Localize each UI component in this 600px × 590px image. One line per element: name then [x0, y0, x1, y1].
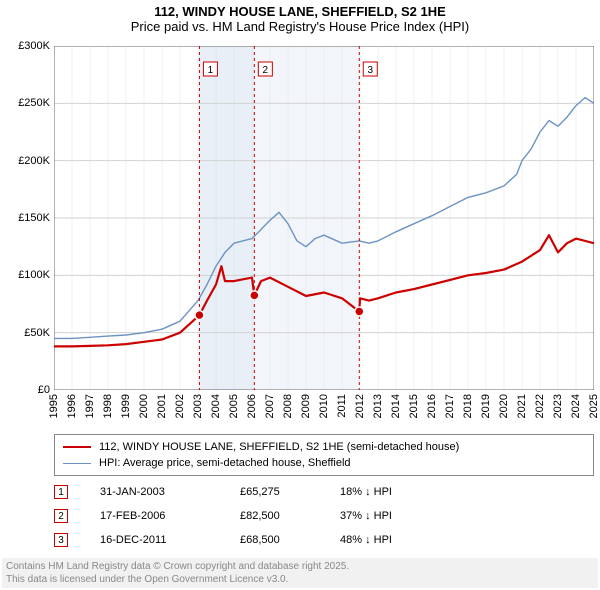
title-line1: 112, WINDY HOUSE LANE, SHEFFIELD, S2 1HE	[0, 4, 600, 19]
marker-pct: 37% ↓ HPI	[340, 510, 460, 522]
x-tick-label: 2013	[372, 394, 384, 418]
y-tick-label: £50K	[24, 327, 50, 339]
marker-price: £82,500	[240, 510, 340, 522]
legend-swatch	[63, 463, 91, 464]
marker-number-box: 2	[54, 509, 68, 523]
x-tick-label: 2019	[480, 394, 492, 418]
y-tick-label: £300K	[18, 40, 50, 52]
x-tick-label: 2024	[570, 394, 582, 418]
x-tick-label: 2020	[498, 394, 510, 418]
x-tick-label: 2017	[444, 394, 456, 418]
marker-pct: 48% ↓ HPI	[340, 534, 460, 546]
x-tick-label: 1997	[84, 394, 96, 418]
x-tick-label: 2003	[192, 394, 204, 418]
marker-price: £68,500	[240, 534, 340, 546]
marker-row: 3 16-DEC-2011£68,50048% ↓ HPI	[46, 528, 594, 552]
x-tick-label: 2000	[138, 394, 150, 418]
title-line2: Price paid vs. HM Land Registry's House …	[0, 19, 600, 34]
attribution-line2: This data is licensed under the Open Gov…	[6, 574, 288, 585]
marker-number-box: 1	[54, 485, 68, 499]
legend: 112, WINDY HOUSE LANE, SHEFFIELD, S2 1HE…	[54, 434, 594, 476]
x-tick-label: 2002	[174, 394, 186, 418]
legend-swatch	[63, 446, 91, 448]
x-tick-label: 2016	[426, 394, 438, 418]
marker-table: 1 31-JAN-2003£65,27518% ↓ HPI 2 17-FEB-2006…	[46, 480, 594, 552]
marker-row: 1 31-JAN-2003£65,27518% ↓ HPI	[46, 480, 594, 504]
legend-row: 112, WINDY HOUSE LANE, SHEFFIELD, S2 1HE…	[63, 439, 585, 455]
marker-number-box: 3	[54, 533, 68, 547]
marker-date: 31-JAN-2003	[100, 486, 240, 498]
legend-label: 112, WINDY HOUSE LANE, SHEFFIELD, S2 1HE…	[99, 441, 459, 453]
x-tick-label: 2007	[264, 394, 276, 418]
x-tick-label: 1996	[66, 394, 78, 418]
chart-container: 112, WINDY HOUSE LANE, SHEFFIELD, S2 1HE…	[0, 0, 600, 590]
marker-price: £65,275	[240, 486, 340, 498]
x-tick-label: 2023	[552, 394, 564, 418]
marker-row: 2 17-FEB-2006£82,50037% ↓ HPI	[46, 504, 594, 528]
title-block: 112, WINDY HOUSE LANE, SHEFFIELD, S2 1HE…	[0, 0, 600, 34]
chart-svg: 1 2 3	[54, 46, 594, 390]
x-tick-label: 2001	[156, 394, 168, 418]
x-tick-label: 2004	[210, 394, 222, 418]
x-tick-label: 2012	[354, 394, 366, 418]
x-tick-label: 2022	[534, 394, 546, 418]
attribution: Contains HM Land Registry data © Crown c…	[2, 558, 598, 588]
x-tick-label: 2008	[282, 394, 294, 418]
x-tick-label: 2005	[228, 394, 240, 418]
x-tick-label: 2014	[390, 394, 402, 418]
x-tick-label: 2009	[300, 394, 312, 418]
legend-row: HPI: Average price, semi-detached house,…	[63, 455, 585, 471]
x-tick-label: 1995	[48, 394, 60, 418]
x-tick-label: 1999	[120, 394, 132, 418]
svg-text:2: 2	[263, 65, 269, 76]
x-tick-label: 2021	[516, 394, 528, 418]
svg-text:1: 1	[208, 65, 214, 76]
y-tick-label: £150K	[18, 212, 50, 224]
marker-pct: 18% ↓ HPI	[340, 486, 460, 498]
x-tick-label: 2010	[318, 394, 330, 418]
x-tick-label: 1998	[102, 394, 114, 418]
y-tick-label: £100K	[18, 269, 50, 281]
y-tick-label: £250K	[18, 97, 50, 109]
svg-text:3: 3	[367, 65, 373, 76]
x-tick-label: 2015	[408, 394, 420, 418]
chart-area: 1 2 3	[54, 46, 594, 390]
y-tick-label: £200K	[18, 155, 50, 167]
x-tick-label: 2006	[246, 394, 258, 418]
marker-date: 16-DEC-2011	[100, 534, 240, 546]
x-tick-label: 2011	[336, 394, 348, 418]
legend-label: HPI: Average price, semi-detached house,…	[99, 457, 351, 469]
x-tick-label: 2018	[462, 394, 474, 418]
marker-date: 17-FEB-2006	[100, 510, 240, 522]
x-tick-label: 2025	[588, 394, 600, 418]
attribution-line1: Contains HM Land Registry data © Crown c…	[6, 561, 349, 572]
